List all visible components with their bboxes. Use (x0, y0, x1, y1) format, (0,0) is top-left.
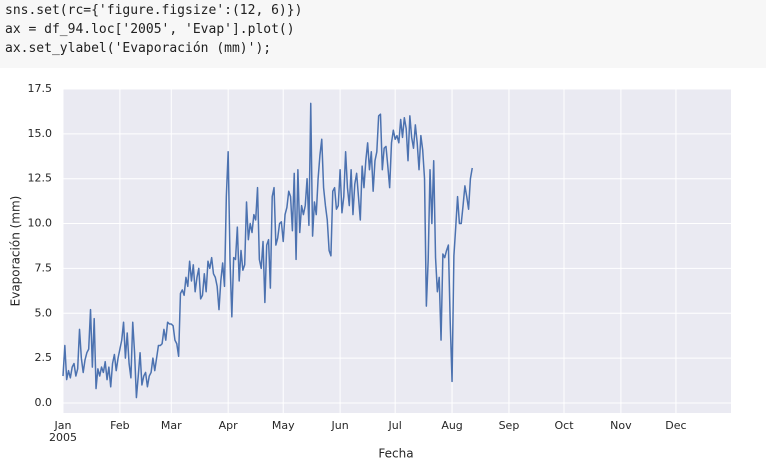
code-line: ax.set_ylabel('Evaporación (mm)'); (5, 41, 272, 56)
x-tick-label: Dec (665, 419, 686, 432)
y-tick-label: 12.5 (28, 172, 53, 185)
y-tick-label: 7.5 (35, 261, 53, 274)
x-tick-label: Apr (219, 419, 239, 432)
y-tick-label: 17.5 (28, 82, 53, 95)
code-line: sns.set(rc={'figure.figsize':(12, 6)}) (5, 3, 303, 18)
x-tick-label: Jan (54, 419, 72, 432)
x-tick-label: Sep (499, 419, 520, 432)
y-tick-label: 2.5 (35, 351, 53, 364)
plot-area (63, 89, 731, 413)
x-tick-label: Oct (554, 419, 574, 432)
x-tick-label: May (272, 419, 295, 432)
x-tick-label: Mar (161, 419, 182, 432)
y-axis-label: Evaporación (mm) (9, 196, 23, 307)
code-cell: sns.set(rc={'figure.figsize':(12, 6)}) a… (0, 0, 766, 68)
data-line (62, 102, 473, 399)
y-tick-label: 5.0 (35, 306, 53, 319)
x-year-label: 2005 (49, 431, 77, 444)
y-tick-label: 0.0 (35, 396, 53, 409)
code-line: ax = df_94.loc['2005', 'Evap'].plot() (5, 22, 295, 37)
x-tick-label: Jul (388, 419, 402, 432)
y-tick-label: 15.0 (28, 127, 53, 140)
y-tick-label: 10.0 (28, 217, 53, 230)
x-tick-label: Feb (110, 419, 129, 432)
x-tick-label: Aug (441, 419, 462, 432)
x-axis-label: Fecha (378, 447, 413, 461)
x-tick-label: Jun (331, 419, 349, 432)
x-tick-label: Nov (610, 419, 632, 432)
chart: Fecha Evaporación (mm) 2005 0.0 2.5 5.0 7.5… (9, 82, 731, 461)
